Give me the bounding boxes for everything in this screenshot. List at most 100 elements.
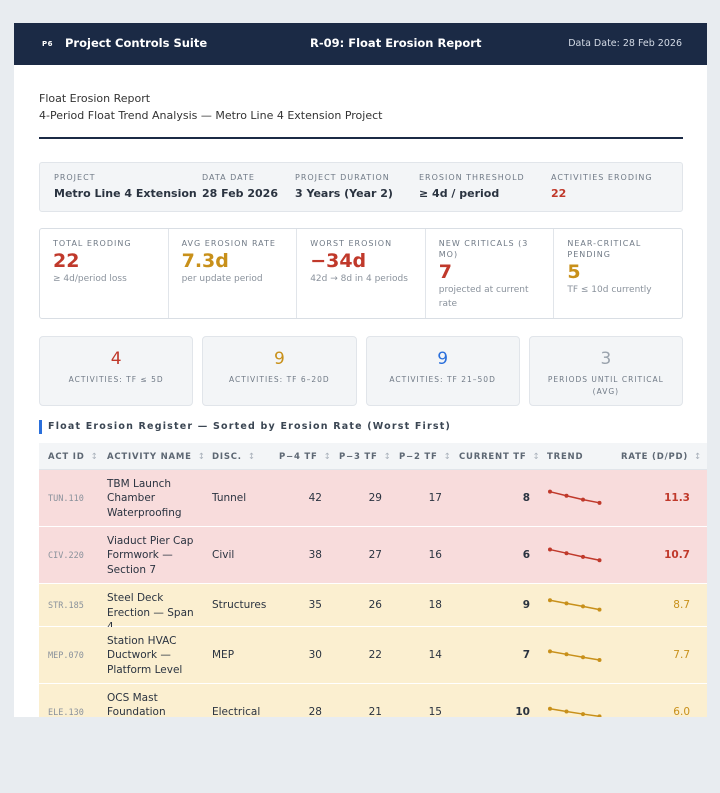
doc-subtitle: 4-Period Float Trend Analysis — Metro Li… xyxy=(39,109,383,122)
sort-icon[interactable]: ↕ xyxy=(323,452,332,462)
col-trend-header[interactable]: Trend xyxy=(547,452,583,462)
trend-sparkline xyxy=(548,706,602,717)
kpi-note: ≥ 4d/period loss xyxy=(53,274,127,284)
col-disc-header[interactable]: Disc. ↕ xyxy=(212,452,256,462)
activity-name: Steel Deck Erection — Span 4 xyxy=(107,592,194,633)
trend-line xyxy=(549,598,600,610)
erosion-register-table: Act ID ↕ Activity Name ↕ Disc. ↕ P−4 TF ↕ P−3 TF… xyxy=(39,443,707,717)
float-buckets: 4 Activities: TF ≤ 5d 9 Activities: TF 6… xyxy=(39,336,683,406)
app-logo: P6 xyxy=(42,40,54,48)
col-p2-tf-header[interactable]: P−2 TF ↕ xyxy=(399,452,452,462)
meta-duration: Project Duration 3 Years (Year 2) xyxy=(295,173,393,200)
trend-point xyxy=(597,607,602,612)
col-p3-tf-header[interactable]: P−3 TF ↕ xyxy=(339,452,392,462)
table-row[interactable]: MEP.070 Station HVAC Ductwork — Platform … xyxy=(39,627,707,684)
activity-id: ELE.130 xyxy=(48,707,84,718)
col-rate-header[interactable]: Rate (d/pd) ↕ xyxy=(621,452,702,462)
trend-sparkline xyxy=(548,648,602,662)
table-header: Act ID ↕ Activity Name ↕ Disc. ↕ P−4 TF ↕ P−3 TF… xyxy=(39,443,707,470)
trend-point xyxy=(564,600,569,605)
kpi-worst-erosion: Worst Erosion −34d 42d → 8d in 4 periods xyxy=(297,229,426,318)
col-act-id-header[interactable]: Act ID ↕ xyxy=(48,452,99,462)
p3-tf: 26 xyxy=(368,598,382,611)
sort-icon[interactable]: ↕ xyxy=(532,452,541,462)
meta-project: Project Metro Line 4 Extension xyxy=(54,173,197,200)
kpi-avg-erosion: Avg Erosion Rate 7.3d per update period xyxy=(169,229,298,318)
discipline: Structures xyxy=(212,598,267,611)
bucket-label: Activities: TF ≤ 5d xyxy=(68,375,164,384)
kpi-label: Total Eroding xyxy=(53,239,132,248)
col-current-tf-header[interactable]: Current TF ↕ xyxy=(459,452,540,462)
data-date: Data Date: 28 Feb 2026 xyxy=(568,38,682,49)
current-tf: 7 xyxy=(522,648,530,661)
trend-point xyxy=(597,657,602,662)
meta-eroding: Activities Eroding 22 xyxy=(551,173,653,200)
table-row[interactable]: CIV.220 Viaduct Pier Cap Formwork — Secti… xyxy=(39,527,707,584)
meta-label: Erosion Threshold xyxy=(419,173,525,182)
column-label: P−4 TF xyxy=(279,452,318,462)
erosion-rate: 11.3 xyxy=(664,491,690,504)
kpi-value: 7.3d xyxy=(181,250,229,272)
col-activity-name-header[interactable]: Activity Name ↕ xyxy=(107,452,206,462)
kpi-total-eroding: Total Eroding 22 ≥ 4d/period loss xyxy=(40,229,169,318)
activity-name: Station HVAC Ductwork — Platform Level xyxy=(107,634,183,676)
trend-point xyxy=(597,713,602,717)
kpi-value: −34d xyxy=(310,250,367,272)
column-label: Disc. xyxy=(212,452,242,462)
meta-label: Project xyxy=(54,173,96,182)
discipline: MEP xyxy=(212,648,235,661)
activity-id: STR.185 xyxy=(48,600,84,611)
activity-id: MEP.070 xyxy=(48,650,84,661)
kpi-value: 7 xyxy=(438,261,453,283)
bucket-value: 9 xyxy=(273,349,285,369)
column-label: P−2 TF xyxy=(399,452,438,462)
discipline: Civil xyxy=(212,548,235,561)
p2-tf: 14 xyxy=(428,648,442,661)
bucket-value: 4 xyxy=(110,349,122,369)
trend-point xyxy=(581,497,585,502)
table-row[interactable]: ELE.130 OCS Mast Foundation Electrical 28 21… xyxy=(39,684,707,717)
kpi-label: Worst Erosion xyxy=(310,239,393,248)
sort-icon[interactable]: ↕ xyxy=(247,452,256,462)
project-meta-panel: Project Metro Line 4 Extension Data Date… xyxy=(39,162,683,212)
kpi-new-criticals: New Criticals (3 mo) 7 projected at curr… xyxy=(426,229,555,318)
trend-point xyxy=(548,706,552,711)
current-tf: 6 xyxy=(522,548,530,561)
p2-tf: 16 xyxy=(428,548,442,561)
current-tf: 10 xyxy=(515,705,530,718)
doc-title: Float Erosion Report xyxy=(39,92,151,105)
sort-icon[interactable]: ↕ xyxy=(197,452,206,462)
erosion-rate: 6.0 xyxy=(673,705,690,718)
register-section-title: Float Erosion Register — Sorted by Erosi… xyxy=(39,420,683,434)
col-p4-tf-header[interactable]: P−4 TF ↕ xyxy=(279,452,332,462)
meta-data-date: Data Date 28 Feb 2026 xyxy=(202,173,278,200)
trend-sparkline xyxy=(548,597,602,612)
bucket-tf-le-5: 4 Activities: TF ≤ 5d xyxy=(39,336,194,406)
column-label: Current TF xyxy=(459,452,527,462)
activity-name: TBM Launch Chamber Waterproofing xyxy=(107,477,182,519)
kpi-near-critical: Near-Critical Pending 5 TF ≤ 10d current… xyxy=(554,229,682,318)
trend-line xyxy=(549,548,600,561)
p4-tf: 28 xyxy=(308,705,322,718)
sort-icon[interactable]: ↕ xyxy=(383,452,392,462)
trend-point xyxy=(581,654,585,659)
sort-icon[interactable]: ↕ xyxy=(694,452,702,462)
kpi-strip: Total Eroding 22 ≥ 4d/period loss Avg Er… xyxy=(39,228,683,319)
bucket-tf-21-50: 9 Activities: TF 21–50d xyxy=(365,336,520,406)
current-tf: 8 xyxy=(522,491,530,504)
sort-icon[interactable]: ↕ xyxy=(443,452,452,462)
trend-point xyxy=(564,493,569,498)
p4-tf: 42 xyxy=(308,491,322,504)
meta-value: 3 Years (Year 2) xyxy=(295,187,393,200)
title-divider xyxy=(39,137,683,139)
meta-value: ≥ 4d / period xyxy=(419,187,500,200)
sort-icon[interactable]: ↕ xyxy=(90,452,99,462)
erosion-rate: 10.7 xyxy=(664,548,690,561)
current-tf: 9 xyxy=(522,598,530,611)
table-row[interactable]: TUN.110 TBM Launch Chamber Waterproofing T… xyxy=(39,470,707,527)
table-row[interactable]: STR.185 Steel Deck Erection — Span 4 Struc… xyxy=(39,584,707,633)
trend-point xyxy=(564,651,569,656)
kpi-label: Avg Erosion Rate xyxy=(181,239,276,248)
kpi-note: TF ≤ 10d currently xyxy=(567,285,652,295)
kpi-value: 5 xyxy=(567,261,581,283)
